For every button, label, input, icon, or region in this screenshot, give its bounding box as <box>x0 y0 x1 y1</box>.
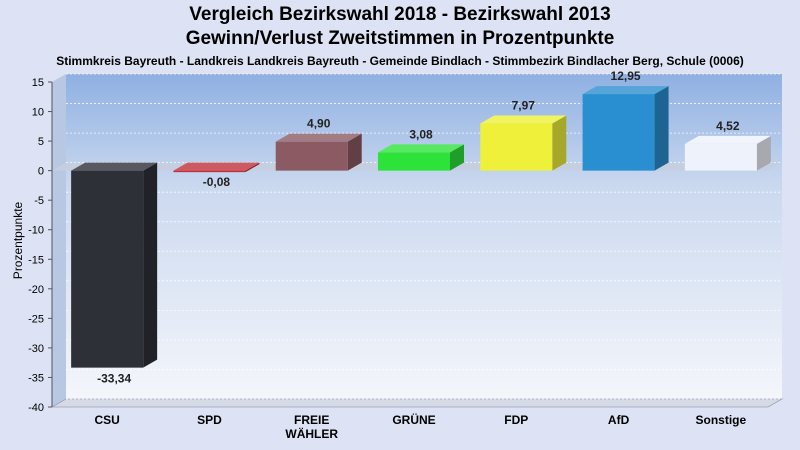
bar-side <box>245 162 260 173</box>
bar-6 <box>582 86 669 171</box>
x-tick-label: SPD <box>197 413 222 427</box>
y-tick-label: -5 <box>34 195 44 207</box>
y-tick-label: 0 <box>38 166 44 178</box>
bar-side <box>143 162 158 368</box>
chart-subtitle: Gewinn/Verlust Zweitstimmen in Prozentpu… <box>185 28 615 49</box>
x-tick-label: Sonstige <box>696 413 747 427</box>
y-tick-label: 5 <box>38 136 44 148</box>
bar-side <box>347 133 362 171</box>
x-tick-label: CSU <box>94 413 119 427</box>
bar-side <box>552 115 567 171</box>
bar-top <box>480 115 567 124</box>
x-tick-label: FDP <box>504 413 528 427</box>
y-tick-label: -25 <box>28 313 44 325</box>
bar-front <box>173 170 246 173</box>
bar-value-label: 3,08 <box>409 127 433 141</box>
y-tick-label: -20 <box>28 284 44 296</box>
plot-floor <box>50 398 784 408</box>
bar-2 <box>173 162 260 173</box>
bar-1 <box>71 162 158 368</box>
x-tick-label: FREIE <box>294 413 329 427</box>
y-axis-label: Prozentpunkte <box>11 201 25 279</box>
plot-back-wall <box>66 74 782 399</box>
chart-region-subtitle: Stimmkreis Bayreuth - Landkreis Landkrei… <box>56 54 744 68</box>
y-tick-label: 10 <box>32 107 44 119</box>
bar-top <box>173 162 260 171</box>
bar-top <box>684 135 771 144</box>
bar-side <box>450 144 464 171</box>
bar-value-label: 7,97 <box>512 99 536 113</box>
bar-front <box>480 123 553 171</box>
x-tick-label: AfD <box>608 413 630 427</box>
y-tick-label: -30 <box>28 343 44 355</box>
x-tick-label: GRÜNE <box>392 412 435 427</box>
bar-4 <box>378 144 464 171</box>
chart-title: Vergleich Bezirkswahl 2018 - Bezirkswahl… <box>189 4 611 25</box>
bar-value-label: 12,95 <box>611 69 641 83</box>
bar-side <box>654 86 669 171</box>
bar-front <box>378 152 450 171</box>
x-tick-label: WÄHLER <box>285 426 338 441</box>
bar-top <box>378 144 464 153</box>
bar-top <box>582 86 669 95</box>
y-tick-label: 15 <box>32 77 44 89</box>
bar-value-label: -33,34 <box>97 372 131 386</box>
bar-front <box>684 143 757 171</box>
y-tick-label: -10 <box>28 225 44 237</box>
bar-top <box>275 133 362 142</box>
bar-top <box>71 162 158 171</box>
y-tick-label: -40 <box>28 402 44 414</box>
bar-5 <box>480 115 567 171</box>
bar-front <box>582 94 655 171</box>
bar-7 <box>684 135 771 171</box>
bar-front <box>275 141 348 171</box>
bar-front <box>71 170 144 368</box>
bar-value-label: -0,08 <box>203 175 231 189</box>
y-tick-label: -35 <box>28 372 44 384</box>
bar-value-label: 4,52 <box>716 119 740 133</box>
y-tick-label: -15 <box>28 254 44 266</box>
bar-value-label: 4,90 <box>307 117 331 131</box>
bar-3 <box>275 133 362 171</box>
bar-side <box>756 135 771 171</box>
plot-left-wall <box>52 74 66 407</box>
